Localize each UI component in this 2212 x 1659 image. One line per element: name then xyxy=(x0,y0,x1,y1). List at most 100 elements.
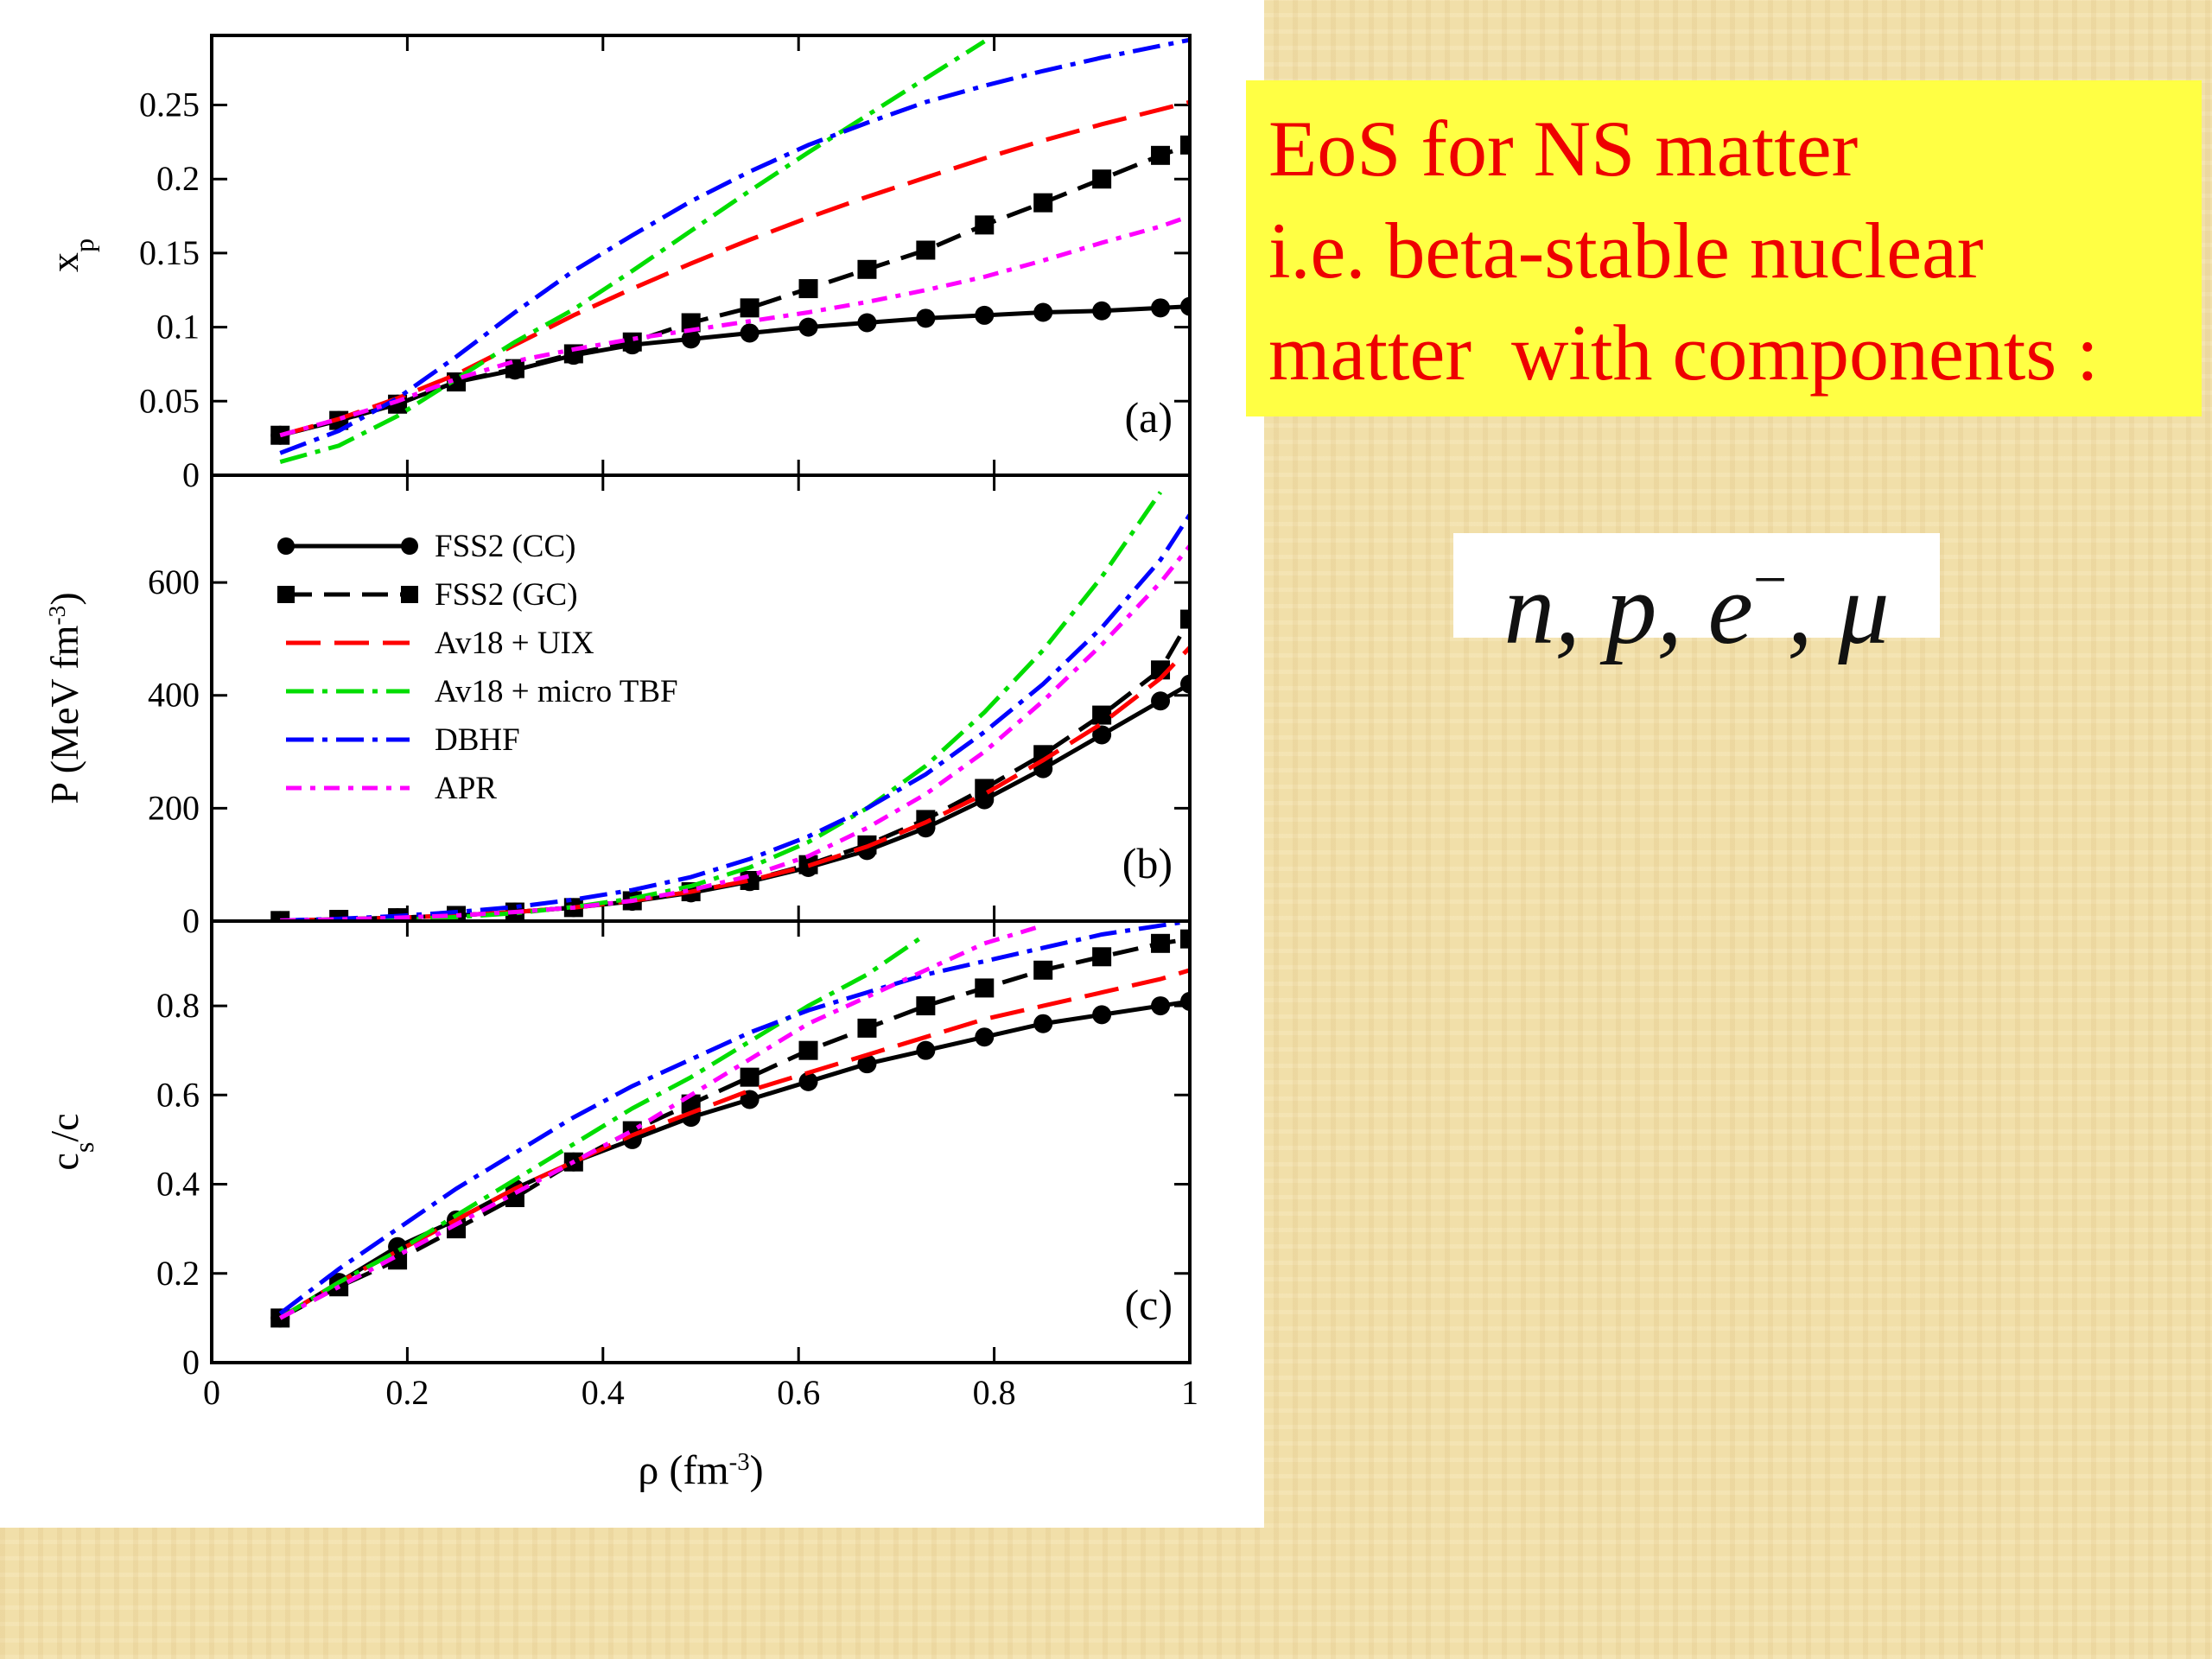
label-part: -3 xyxy=(43,606,70,626)
y-tick-label: 0.4 xyxy=(156,1165,200,1204)
series-line xyxy=(279,39,986,464)
label-part: p xyxy=(68,238,99,252)
marker xyxy=(1180,674,1190,694)
x-tick-label: 0 xyxy=(203,1373,220,1412)
label-part: ρ (fm xyxy=(638,1447,728,1493)
legend-label: Av18 + UIX xyxy=(435,626,594,661)
marker xyxy=(740,323,760,343)
x-axis-label: ρ (fm-3) xyxy=(638,1447,763,1493)
marker xyxy=(975,1027,995,1047)
series-line xyxy=(280,544,1190,921)
marker xyxy=(1092,725,1112,745)
marker xyxy=(1092,1005,1112,1025)
y-tick-label: 200 xyxy=(148,788,200,827)
marker xyxy=(740,1067,760,1087)
axes-frame xyxy=(210,919,1192,1364)
marker xyxy=(1151,691,1171,711)
y-axis-label: xp xyxy=(42,238,99,272)
label-part: x xyxy=(42,252,86,272)
label-part: ) xyxy=(750,1447,764,1493)
series-line xyxy=(279,37,1190,455)
marker xyxy=(1033,193,1053,213)
series-line xyxy=(279,923,1044,1320)
marker xyxy=(1033,1014,1053,1033)
formula-part: , μ xyxy=(1787,552,1890,665)
y-tick-label: 0.2 xyxy=(156,159,200,198)
plot-area xyxy=(270,37,1190,464)
y-tick-label: 400 xyxy=(148,676,200,715)
marker xyxy=(270,425,290,445)
y-tick-label: 0.8 xyxy=(156,986,200,1025)
legend-marker xyxy=(401,586,418,603)
marker xyxy=(857,1018,877,1038)
marker xyxy=(1151,145,1171,165)
series-line xyxy=(280,513,1190,921)
formula: n, p, e−, μ xyxy=(1453,533,1940,660)
x-tick-label: 0.6 xyxy=(777,1373,820,1412)
marker xyxy=(857,313,877,333)
marker xyxy=(1092,301,1112,321)
x-tick-label: 1 xyxy=(1181,1373,1198,1412)
label-part: ) xyxy=(42,592,86,605)
y-tick-label: 0.2 xyxy=(156,1254,200,1293)
legend-marker xyxy=(401,537,418,555)
marker xyxy=(1092,705,1112,725)
y-tick-label: 0.6 xyxy=(156,1075,200,1114)
marker xyxy=(857,259,877,279)
marker xyxy=(1092,169,1112,189)
marker xyxy=(916,1040,936,1060)
marker xyxy=(916,240,936,260)
y-tick-label: 0.1 xyxy=(156,308,200,346)
marker xyxy=(681,329,701,349)
marker xyxy=(1180,991,1190,1011)
marker xyxy=(740,298,760,318)
plot-area xyxy=(270,491,1190,921)
chart: 0 0.05 0.1 0.15 0.2 0.25 xp (a) 0 200 400 600 P (MeV… xyxy=(0,0,1264,1528)
label-part: s xyxy=(68,1142,99,1154)
y-tick-label: 0.15 xyxy=(139,233,200,272)
text-line: EoS for NS matter xyxy=(1268,105,1859,193)
chart-background xyxy=(0,0,1264,1528)
marker xyxy=(798,317,818,337)
marker xyxy=(1180,929,1190,949)
label-part: P (MeV fm xyxy=(42,625,86,804)
legend-marker xyxy=(277,586,295,603)
text-box: EoS for NS matter i.e. beta-stable nucle… xyxy=(1246,80,2202,416)
y-axis-label: cs/c xyxy=(42,1113,99,1170)
marker xyxy=(916,308,936,328)
series-line xyxy=(279,937,1190,1320)
y-axis-label: P (MeV fm-3) xyxy=(42,592,86,804)
marker xyxy=(975,215,995,235)
y-tick-label: 0 xyxy=(182,455,200,494)
legend-label: FSS2 (GC) xyxy=(435,577,578,613)
legend-label: Av18 + micro TBF xyxy=(435,674,678,709)
marker xyxy=(975,978,995,998)
text-line: i.e. beta-stable nuclear xyxy=(1268,207,1984,295)
label-part: c xyxy=(42,1153,86,1170)
marker xyxy=(1180,609,1190,629)
series-line xyxy=(279,99,1190,438)
marker xyxy=(857,1054,877,1074)
marker xyxy=(1151,298,1171,318)
marker xyxy=(1151,933,1171,953)
marker xyxy=(270,911,290,921)
marker xyxy=(622,332,642,352)
y-tick-label: 0.05 xyxy=(139,381,200,420)
label-part: /c xyxy=(42,1113,86,1141)
marker xyxy=(1092,947,1112,967)
y-tick-label: 0 xyxy=(182,901,200,940)
marker xyxy=(1180,135,1190,155)
marker xyxy=(740,1090,760,1109)
plot-area xyxy=(270,921,1190,1328)
marker xyxy=(975,305,995,325)
legend-label: FSS2 (CC) xyxy=(435,529,575,564)
marker xyxy=(916,996,936,1016)
y-tick-label: 600 xyxy=(148,563,200,601)
label-part: -3 xyxy=(729,1448,750,1476)
formula-part: − xyxy=(1752,547,1788,613)
panel-label: (b) xyxy=(1122,839,1173,887)
x-tick-label: 0.2 xyxy=(385,1373,429,1412)
series-line xyxy=(278,932,927,1320)
series-line xyxy=(278,921,1190,1316)
